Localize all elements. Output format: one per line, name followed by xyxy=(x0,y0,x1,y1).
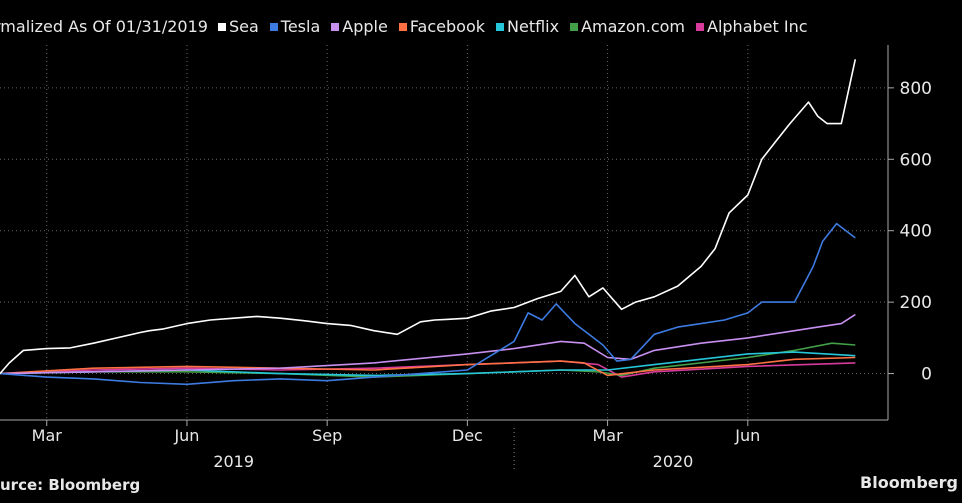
legend-label: Amazon.com xyxy=(581,17,685,37)
y-tick-label: 200 xyxy=(900,293,932,313)
series-line-tesla xyxy=(0,222,856,386)
series-line-sea xyxy=(0,59,857,375)
year-label: 2019 xyxy=(213,452,254,471)
legend-label: Facebook xyxy=(409,17,485,37)
legend-swatch xyxy=(570,22,579,31)
year-label: 2020 xyxy=(653,452,694,471)
legend-label: Apple xyxy=(342,17,388,37)
legend-item-netflix: Netflix xyxy=(496,17,559,36)
y-tick-label: 400 xyxy=(900,222,932,242)
y-tick-label: 600 xyxy=(900,150,932,170)
legend-item-facebook: Facebook xyxy=(398,17,485,37)
legend-swatch xyxy=(696,22,704,31)
legend-label: Netflix xyxy=(507,17,560,37)
brand-logo-text: Bloomberg xyxy=(860,473,958,492)
horizontal-gridlines xyxy=(0,87,888,375)
legend-item-alphabet-inc: Alphabet Inc xyxy=(696,17,808,36)
y-tick-label: 800 xyxy=(900,79,932,99)
x-tick-label: Mar xyxy=(592,426,623,445)
source-note: urce: Bloomberg xyxy=(0,476,141,494)
legend-swatch xyxy=(398,22,407,31)
series-line-apple xyxy=(0,313,856,375)
legend-label: Sea xyxy=(228,17,259,37)
series-layer xyxy=(0,59,857,386)
axes xyxy=(0,45,894,470)
legend: rmalized As Of 01/31/2019 Sea Tesla Apple F… xyxy=(0,14,819,38)
x-tick-label: Dec xyxy=(452,426,483,445)
vertical-gridlines xyxy=(46,45,749,420)
legend-item-apple: Apple xyxy=(331,17,388,36)
legend-label: Tesla xyxy=(280,17,321,37)
y-tick-label: 0 xyxy=(921,365,932,385)
legend-swatch xyxy=(269,22,278,31)
axis-labels: Mar Jun Sep Dec Mar Jun 2019 2020 0 200 400 600 800 xyxy=(32,79,932,471)
series-line-facebook xyxy=(0,356,856,377)
legend-swatch xyxy=(331,22,340,31)
legend-swatch xyxy=(217,22,226,31)
legend-items: Sea Tesla Apple Facebook Netflix Amazon.com Al… xyxy=(217,16,819,37)
series-line-amazon-com xyxy=(0,342,856,378)
x-tick-label: Jun xyxy=(173,426,199,445)
legend-swatch xyxy=(496,22,504,31)
legend-item-sea: Sea xyxy=(217,17,259,37)
legend-item-amazon-com: Amazon.com xyxy=(570,17,685,36)
chart-title: rmalized As Of 01/31/2019 xyxy=(0,16,208,36)
x-tick-label: Jun xyxy=(734,426,760,445)
x-tick-label: Mar xyxy=(32,426,63,445)
legend-item-tesla: Tesla xyxy=(269,17,321,37)
x-tick-label: Sep xyxy=(312,426,342,445)
legend-label: Alphabet Inc xyxy=(707,17,808,37)
